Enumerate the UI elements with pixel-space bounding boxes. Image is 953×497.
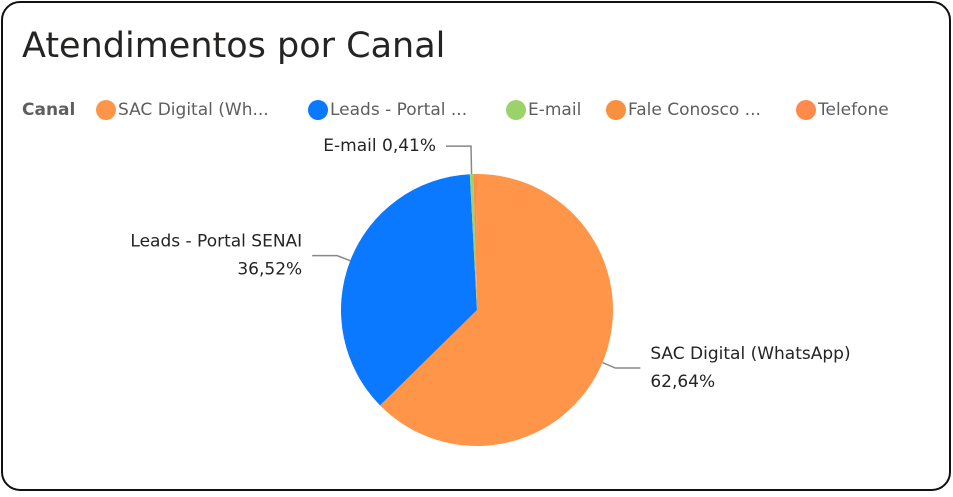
pie-slice bbox=[379, 174, 614, 446]
pie-slice bbox=[473, 174, 477, 310]
label-value: 0,41% bbox=[382, 136, 436, 156]
legend-title: Canal bbox=[22, 100, 75, 120]
legend-swatch bbox=[308, 100, 328, 120]
pie-slice bbox=[475, 174, 477, 310]
label-name: Leads - Portal SENAI bbox=[130, 232, 302, 252]
legend-swatch bbox=[506, 100, 526, 120]
label-name: E-mail bbox=[323, 136, 376, 156]
leader-line bbox=[312, 254, 351, 262]
leader-line bbox=[602, 361, 641, 369]
legend-swatch bbox=[606, 100, 626, 120]
data-label: E-mail 0,41% bbox=[323, 136, 436, 156]
leader-line bbox=[446, 145, 473, 175]
label-name: SAC Digital (WhatsApp) bbox=[650, 344, 850, 364]
legend-label: SAC Digital (Wh... bbox=[118, 100, 269, 120]
legend-swatch bbox=[96, 100, 116, 120]
legend-swatch bbox=[796, 100, 816, 120]
legend-label: E-mail bbox=[528, 100, 581, 120]
legend-label: Telefone bbox=[817, 100, 889, 120]
label-value: 62,64% bbox=[650, 372, 715, 392]
chart-title: Atendimentos por Canal bbox=[22, 26, 445, 66]
pie-slice bbox=[469, 174, 477, 310]
legend-label: Leads - Portal ... bbox=[330, 100, 467, 120]
legend-label: Fale Conosco ... bbox=[628, 100, 761, 120]
pie-slice bbox=[340, 174, 477, 406]
label-value: 36,52% bbox=[237, 260, 302, 280]
